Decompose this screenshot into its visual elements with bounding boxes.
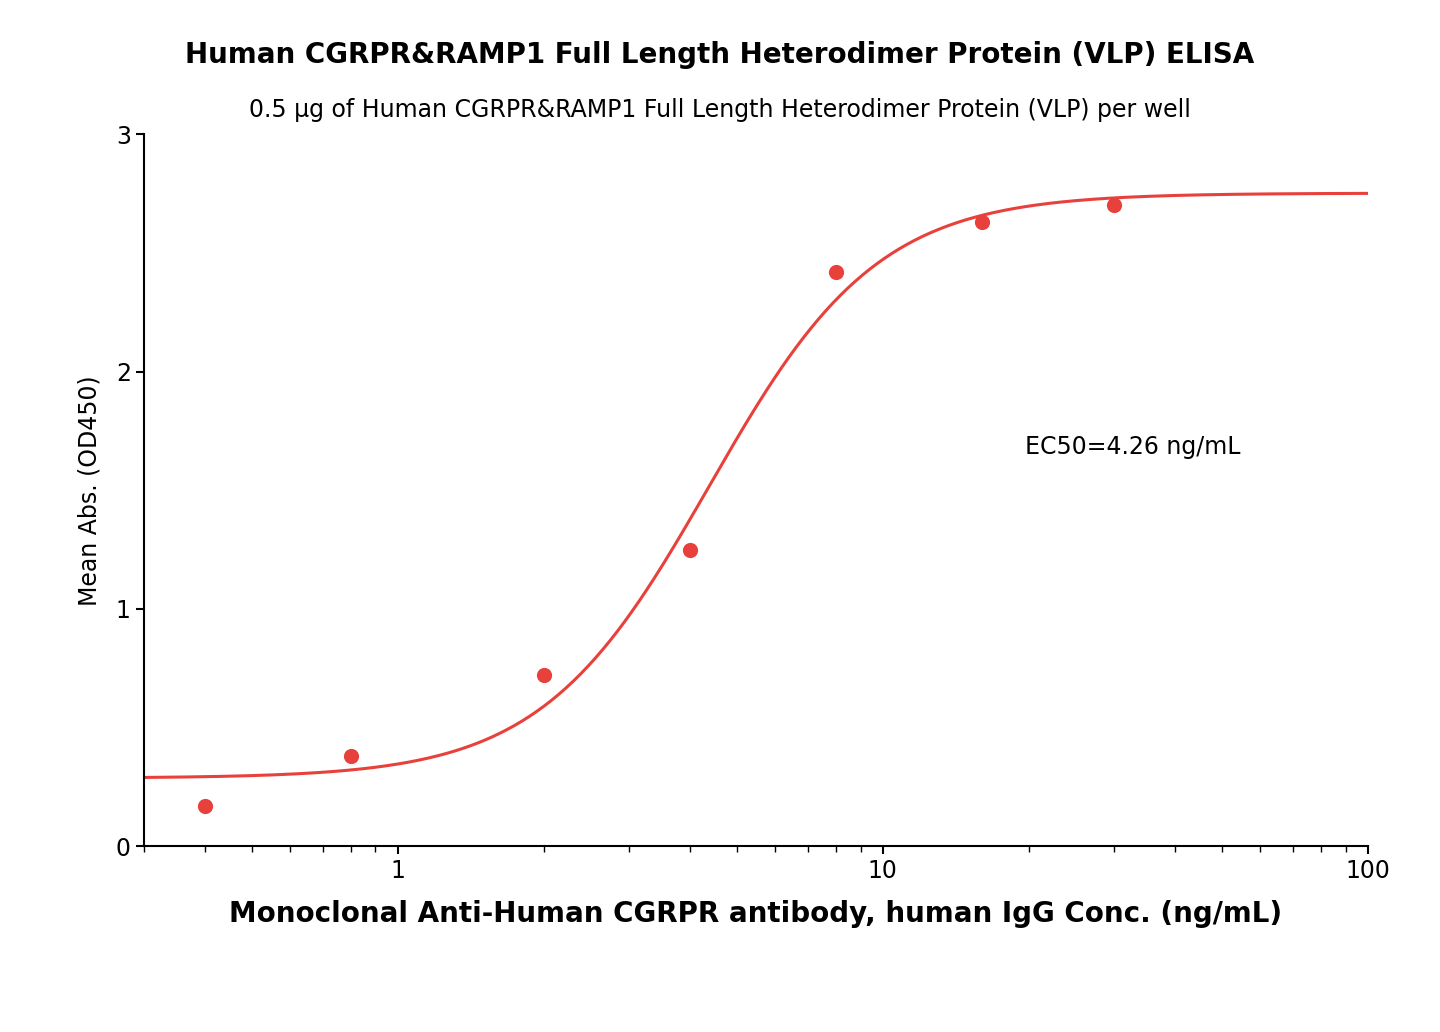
Point [533,667,556,683]
Point [340,748,363,765]
Point [1103,197,1126,214]
X-axis label: Monoclonal Anti-Human CGRPR antibody, human IgG Conc. (ng/mL): Monoclonal Anti-Human CGRPR antibody, hu… [229,900,1283,928]
Point [193,798,216,814]
Text: EC50=4.26 ng/mL: EC50=4.26 ng/mL [1025,436,1241,459]
Point [971,214,994,230]
Point [824,263,847,280]
Point [678,541,701,557]
Text: Human CGRPR&RAMP1 Full Length Heterodimer Protein (VLP) ELISA: Human CGRPR&RAMP1 Full Length Heterodime… [186,41,1254,69]
Y-axis label: Mean Abs. (OD450): Mean Abs. (OD450) [78,375,102,606]
Text: 0.5 μg of Human CGRPR&RAMP1 Full Length Heterodimer Protein (VLP) per well: 0.5 μg of Human CGRPR&RAMP1 Full Length … [249,98,1191,122]
